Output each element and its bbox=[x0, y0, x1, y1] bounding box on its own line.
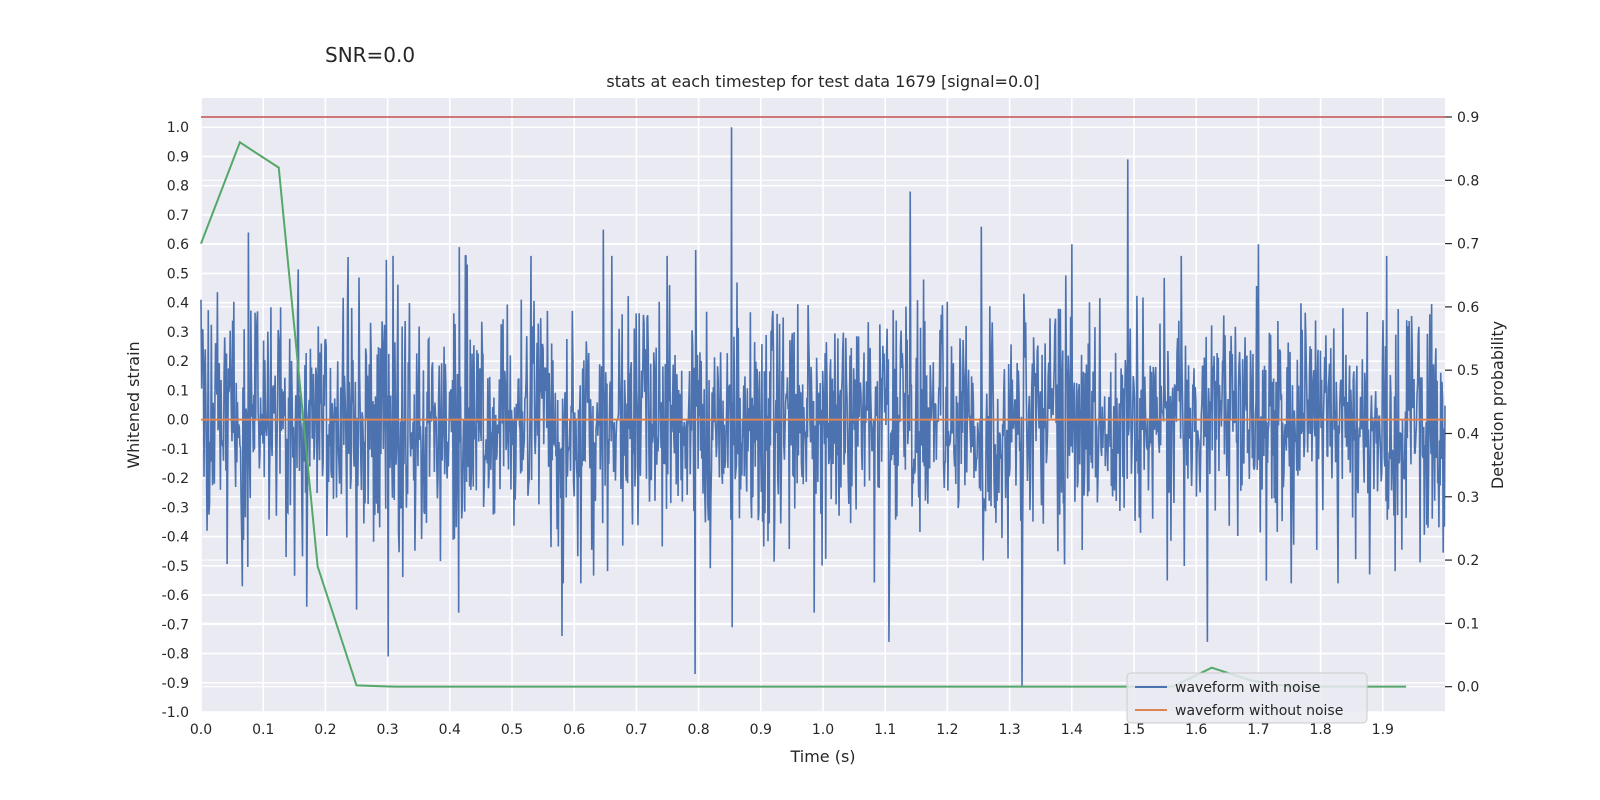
y2-tick-label: 0.1 bbox=[1457, 616, 1479, 632]
y2-tick-label: 0.7 bbox=[1457, 237, 1479, 253]
y2-tick-label: 0.4 bbox=[1457, 426, 1479, 442]
y-axis-label: Whitened strain bbox=[124, 341, 143, 468]
x-tick-label: 1.7 bbox=[1247, 722, 1269, 738]
x-tick-label: 1.9 bbox=[1372, 722, 1394, 738]
x-tick-label: 1.5 bbox=[1123, 722, 1145, 738]
figure-suptitle: SNR=0.0 bbox=[325, 43, 415, 67]
y-tick-label: -0.6 bbox=[162, 588, 189, 604]
x-tick-label: 0.4 bbox=[439, 722, 461, 738]
x-tick-label: 1.8 bbox=[1309, 722, 1331, 738]
y-tick-label: -0.8 bbox=[162, 647, 189, 663]
y2-axis-label: Detection probability bbox=[1488, 321, 1507, 489]
x-tick-label: 1.3 bbox=[998, 722, 1020, 738]
y2-tick-label: 0.2 bbox=[1457, 553, 1479, 569]
y-axis-ticks: 1.0 0.9 0.8 0.7 0.6 0.5 0.4 0.3 0.2 0.1 0.0 -0.1 -0.… bbox=[162, 120, 189, 721]
y-tick-label: 0.6 bbox=[167, 237, 189, 253]
y-tick-label: 0.3 bbox=[167, 325, 189, 341]
legend-box bbox=[1126, 672, 1368, 724]
y-tick-label: 0.2 bbox=[167, 354, 189, 370]
x-tick-label: 0.9 bbox=[750, 722, 772, 738]
y2-tick-label: 0.5 bbox=[1457, 363, 1479, 379]
x-tick-label: 0.5 bbox=[501, 722, 523, 738]
y-tick-label: 0.4 bbox=[167, 296, 189, 312]
x-tick-label: 0.1 bbox=[252, 722, 274, 738]
y-tick-label: -0.2 bbox=[162, 471, 189, 487]
y-tick-label: 0.5 bbox=[167, 266, 189, 282]
y2-tick-label: 0.3 bbox=[1457, 490, 1479, 506]
x-tick-label: 1.4 bbox=[1061, 722, 1083, 738]
x-axis-label: Time (s) bbox=[789, 747, 855, 766]
y-tick-label: 0.1 bbox=[167, 383, 189, 399]
chart-title: stats at each timestep for test data 167… bbox=[606, 72, 1039, 91]
series-line-waveform-with-noise bbox=[200, 127, 1446, 686]
x-tick-label: 0.7 bbox=[625, 722, 647, 738]
x-axis-ticks: 0.0 0.1 0.2 0.3 0.4 0.5 0.6 0.7 0.8 0.9 1.0 1.1 1.2 1… bbox=[190, 722, 1394, 738]
y2-tick-label: 0.6 bbox=[1457, 300, 1479, 316]
y2-axis-ticks: 0.9 0.8 0.7 0.6 0.5 0.4 0.3 0.2 0.1 0.0 bbox=[1445, 110, 1479, 696]
x-tick-label: 0.2 bbox=[314, 722, 336, 738]
x-tick-label: 1.0 bbox=[812, 722, 834, 738]
x-tick-label: 1.6 bbox=[1185, 722, 1207, 738]
x-tick-label: 1.2 bbox=[936, 722, 958, 738]
y-tick-label: -0.1 bbox=[162, 442, 189, 458]
x-tick-label: 0.8 bbox=[687, 722, 709, 738]
y-tick-label: 0.7 bbox=[167, 208, 189, 224]
y-tick-label: -0.9 bbox=[162, 676, 189, 692]
x-tick-label: 1.1 bbox=[874, 722, 896, 738]
y2-tick-label: 0.9 bbox=[1457, 110, 1479, 126]
y-tick-label: 0.8 bbox=[167, 179, 189, 195]
y2-tick-label: 0.0 bbox=[1457, 680, 1479, 696]
y-tick-label: 0.0 bbox=[167, 413, 189, 429]
x-tick-label: 0.0 bbox=[190, 722, 212, 738]
y-tick-label: 1.0 bbox=[167, 120, 189, 136]
y-tick-label: -0.4 bbox=[162, 530, 189, 546]
y-tick-label: -0.5 bbox=[162, 559, 189, 575]
y-tick-label: 0.9 bbox=[167, 149, 189, 165]
legend-label-waveform-with-noise: waveform with noise bbox=[1175, 680, 1320, 696]
y-tick-label: -0.7 bbox=[162, 617, 189, 633]
x-tick-label: 0.3 bbox=[376, 722, 398, 738]
x-tick-label: 0.6 bbox=[563, 722, 585, 738]
y-tick-label: -0.3 bbox=[162, 500, 189, 516]
legend: waveform with noise waveform without noi… bbox=[1126, 672, 1368, 724]
y-tick-label: -1.0 bbox=[162, 705, 189, 721]
y2-tick-label: 0.8 bbox=[1457, 173, 1479, 189]
legend-label-waveform-without-noise: waveform without noise bbox=[1175, 703, 1343, 719]
